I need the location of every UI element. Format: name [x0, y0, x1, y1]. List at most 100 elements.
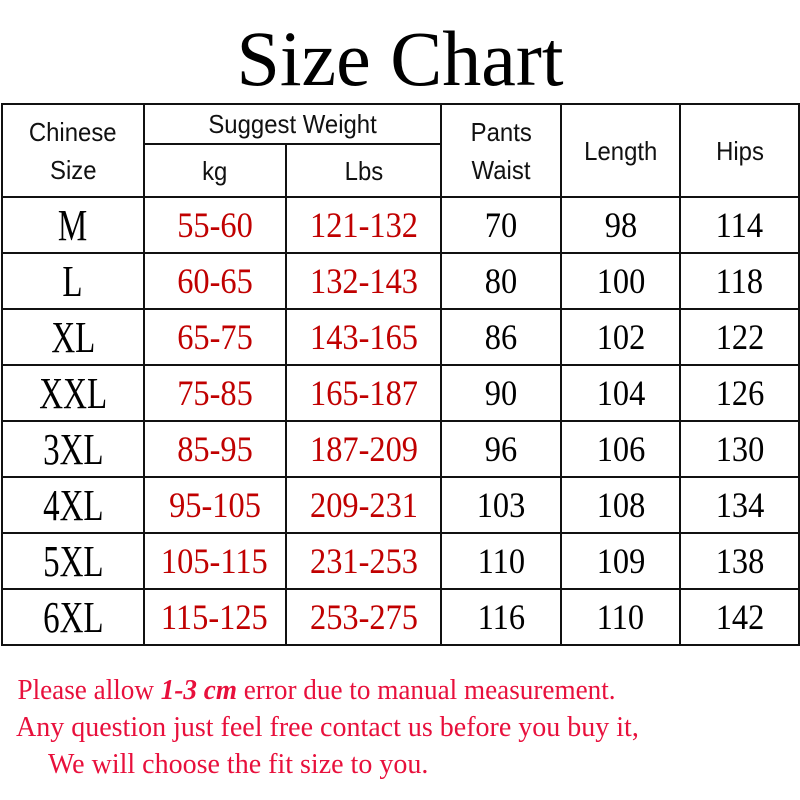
size-cell-text: XXL: [39, 368, 107, 418]
waist-cell: 70: [440, 196, 563, 254]
length-cell: 110: [560, 588, 682, 646]
hips-cell: 134: [679, 476, 800, 534]
hips-cell: 118: [679, 252, 800, 310]
waist-cell: 110: [440, 532, 563, 590]
waist-cell-text: 116: [477, 597, 526, 637]
waist-cell-text: 110: [477, 541, 526, 581]
header-line: Size: [49, 154, 97, 185]
hips-cell: 126: [679, 364, 800, 422]
header-lbs: Lbs: [284, 143, 443, 198]
size-cell-text: 4XL: [42, 480, 104, 530]
lbs-cell: 187-209: [284, 420, 443, 478]
waist-cell: 96: [440, 420, 563, 478]
kg-cell: 105-115: [142, 532, 287, 590]
table-row: 4XL 95-105 209-231 103 108 134: [1, 476, 800, 534]
lbs-cell-text: 187-209: [309, 429, 418, 469]
size-cell-text: 6XL: [42, 592, 104, 642]
hips-cell: 138: [679, 532, 800, 590]
waist-cell-text: 86: [485, 317, 518, 357]
waist-cell: 103: [440, 476, 563, 534]
lbs-cell: 132-143: [284, 252, 443, 310]
length-cell-text: 108: [596, 485, 645, 525]
size-cell-text: XL: [50, 312, 95, 362]
length-cell-text: 98: [604, 205, 637, 245]
waist-cell-text: 103: [477, 485, 526, 525]
header-kg: kg: [142, 143, 287, 198]
hips-cell: 130: [679, 420, 800, 478]
size-cell: M: [1, 196, 145, 254]
hips-cell: 122: [679, 308, 800, 366]
length-cell-text: 109: [596, 541, 645, 581]
size-cell: 3XL: [1, 420, 145, 478]
kg-cell: 95-105: [142, 476, 287, 534]
header-length: Length: [560, 103, 682, 198]
lbs-cell-text: 209-231: [309, 485, 418, 525]
size-cell-text: 3XL: [42, 424, 104, 474]
kg-cell: 65-75: [142, 308, 287, 366]
kg-cell: 75-85: [142, 364, 287, 422]
lbs-cell-text: 165-187: [309, 373, 418, 413]
size-cell-text: L: [62, 256, 84, 306]
length-cell-text: 100: [596, 261, 645, 301]
size-cell-text: 5XL: [42, 536, 104, 586]
header-text: Suggest Weight: [208, 109, 377, 139]
size-cell: 6XL: [1, 588, 145, 646]
header-line: Waist: [471, 154, 531, 185]
table-row: XXL 75-85 165-187 90 104 126: [1, 364, 800, 422]
size-cell: XXL: [1, 364, 145, 422]
size-cell-text: M: [58, 200, 88, 250]
kg-cell-text: 55-60: [176, 205, 253, 245]
kg-cell-text: 115-125: [161, 597, 269, 637]
header-pants-waist: Pants Waist: [440, 103, 563, 198]
hips-cell: 114: [679, 196, 800, 254]
size-cell: L: [1, 252, 145, 310]
length-cell: 100: [560, 252, 682, 310]
hips-cell-text: 122: [715, 317, 764, 357]
length-cell: 106: [560, 420, 682, 478]
hips-cell-text: 126: [715, 373, 764, 413]
notes: Please allow 1-3 cm error due to manual …: [0, 672, 800, 783]
waist-cell-text: 90: [485, 373, 518, 413]
waist-cell-text: 80: [485, 261, 518, 301]
header-text: kg: [202, 155, 228, 186]
length-cell-text: 104: [596, 373, 645, 413]
kg-cell-text: 105-115: [161, 541, 269, 581]
kg-cell-text: 85-95: [176, 429, 253, 469]
page-title: Size Chart: [236, 15, 564, 102]
hips-cell-text: 134: [715, 485, 764, 525]
table-row: 3XL 85-95 187-209 96 106 130: [1, 420, 800, 478]
header-chinese-size: Chinese Size: [1, 103, 145, 198]
size-cell: 4XL: [1, 476, 145, 534]
hips-cell-text: 114: [715, 205, 764, 245]
note-emphasis: 1-3 cm: [160, 675, 237, 706]
length-cell: 104: [560, 364, 682, 422]
kg-cell: 85-95: [142, 420, 287, 478]
waist-cell-text: 96: [485, 429, 518, 469]
hips-cell-text: 138: [715, 541, 764, 581]
lbs-cell: 209-231: [284, 476, 443, 534]
lbs-cell-text: 231-253: [309, 541, 418, 581]
note-text: error due to manual measurement.: [236, 675, 616, 706]
length-cell-text: 110: [596, 597, 645, 637]
length-cell: 98: [560, 196, 682, 254]
note-line-2: Any question just feel free contact us b…: [16, 712, 639, 743]
lbs-cell-text: 253-275: [309, 597, 418, 637]
lbs-cell-text: 132-143: [309, 261, 418, 301]
kg-cell-text: 95-105: [168, 485, 261, 525]
size-cell: XL: [1, 308, 145, 366]
length-cell-text: 106: [596, 429, 645, 469]
kg-cell: 60-65: [142, 252, 287, 310]
waist-cell: 86: [440, 308, 563, 366]
table-row: 5XL 105-115 231-253 110 109 138: [1, 532, 800, 590]
kg-cell: 115-125: [142, 588, 287, 646]
length-cell-text: 102: [596, 317, 645, 357]
kg-cell-text: 60-65: [176, 261, 253, 301]
hips-cell-text: 118: [715, 261, 764, 301]
length-cell: 102: [560, 308, 682, 366]
note-line-1: Please allow 1-3 cm error due to manual …: [0, 672, 776, 709]
kg-cell: 55-60: [142, 196, 287, 254]
header-suggest-weight: Suggest Weight: [142, 103, 443, 145]
lbs-cell: 231-253: [284, 532, 443, 590]
lbs-cell-text: 121-132: [309, 205, 418, 245]
header-text: Lbs: [344, 155, 383, 186]
